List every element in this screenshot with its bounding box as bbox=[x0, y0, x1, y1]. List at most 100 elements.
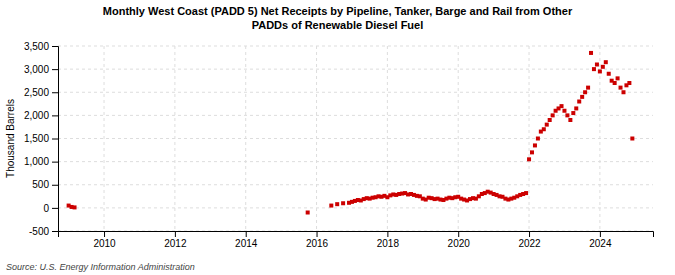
tick-mark bbox=[52, 46, 58, 47]
grid-line bbox=[104, 46, 105, 231]
tick-mark bbox=[52, 139, 58, 140]
grid-line bbox=[458, 46, 459, 231]
tick-label: 2018 bbox=[377, 238, 400, 249]
title-line: PADDs of Renewable Diesel Fuel bbox=[252, 19, 424, 31]
tick-label: 2016 bbox=[306, 238, 329, 249]
point bbox=[577, 100, 581, 104]
title: Monthly West Coast (PADD 5) Net Receipts… bbox=[103, 5, 573, 31]
grid-line bbox=[58, 69, 653, 70]
tick-mark bbox=[529, 231, 530, 237]
grid-line bbox=[58, 46, 653, 47]
grid-line bbox=[58, 184, 653, 185]
point bbox=[560, 104, 564, 108]
point bbox=[530, 150, 534, 154]
plot: 2010 2012 2014 2016 2018 2020 2022 2024 -500 0 500… bbox=[24, 41, 654, 249]
tick: 2010 bbox=[93, 231, 116, 249]
point bbox=[630, 137, 634, 141]
point bbox=[527, 157, 531, 161]
point bbox=[580, 95, 584, 99]
point bbox=[583, 90, 587, 94]
tick: 0 bbox=[43, 203, 58, 214]
point bbox=[73, 205, 77, 209]
point bbox=[542, 127, 546, 131]
tick-mark bbox=[52, 92, 58, 93]
point bbox=[533, 143, 537, 147]
tick: 2014 bbox=[235, 231, 258, 249]
grid-line bbox=[58, 138, 653, 139]
tick-label: 2012 bbox=[164, 238, 187, 249]
point bbox=[306, 211, 310, 215]
point bbox=[551, 113, 555, 117]
point bbox=[589, 51, 593, 55]
tick-label: 2024 bbox=[589, 238, 612, 249]
point bbox=[604, 60, 608, 64]
point bbox=[536, 137, 540, 141]
tick-label: 1,000 bbox=[24, 156, 49, 167]
title-line: Monthly West Coast (PADD 5) Net Receipts… bbox=[103, 5, 573, 17]
tick-mark bbox=[246, 231, 247, 237]
point bbox=[568, 118, 572, 122]
point bbox=[524, 191, 528, 195]
point bbox=[545, 123, 549, 127]
tick: 1,000 bbox=[24, 156, 58, 167]
tick-label: -500 bbox=[29, 226, 49, 237]
grid-line bbox=[599, 46, 600, 231]
tick-mark bbox=[52, 162, 58, 163]
point bbox=[595, 63, 599, 67]
tick-label: 0 bbox=[43, 203, 49, 214]
grid-line bbox=[58, 207, 653, 208]
point bbox=[329, 204, 333, 208]
tick-mark bbox=[52, 231, 58, 232]
axis-line bbox=[52, 47, 59, 232]
point bbox=[592, 67, 596, 71]
tick: 2022 bbox=[518, 231, 541, 249]
source: Source: U.S. Energy Information Administ… bbox=[6, 262, 195, 272]
tick-mark bbox=[104, 231, 105, 237]
point bbox=[562, 109, 566, 113]
tick-label: 2014 bbox=[235, 238, 258, 249]
tick-mark bbox=[52, 69, 58, 70]
grid-line bbox=[316, 46, 317, 231]
tick: 2020 bbox=[448, 231, 471, 249]
tick-label: 2,500 bbox=[24, 87, 49, 98]
point bbox=[627, 81, 631, 85]
tick: 3,500 bbox=[24, 41, 58, 52]
axis-line bbox=[59, 232, 654, 238]
tick: 1,500 bbox=[24, 133, 58, 144]
point bbox=[565, 113, 569, 117]
tick: 2012 bbox=[164, 231, 187, 249]
tick: 2018 bbox=[377, 231, 400, 249]
grid-line bbox=[245, 46, 246, 231]
point bbox=[341, 201, 345, 205]
grid-line bbox=[58, 161, 653, 162]
grid-line bbox=[58, 115, 653, 116]
tick-label: 3,500 bbox=[24, 41, 49, 52]
point bbox=[616, 76, 620, 80]
points bbox=[67, 51, 635, 215]
tick: 500 bbox=[32, 179, 58, 190]
tick-mark bbox=[600, 231, 601, 237]
tick-mark bbox=[387, 231, 388, 237]
point bbox=[335, 202, 339, 206]
y-axis-title: Thousand Barrels bbox=[5, 99, 16, 178]
tick: 2016 bbox=[306, 231, 329, 249]
point bbox=[548, 118, 552, 122]
point bbox=[607, 72, 611, 76]
point bbox=[574, 106, 578, 110]
grid bbox=[58, 46, 653, 231]
tick-label: 3,000 bbox=[24, 64, 49, 75]
y-axis: -50005001,0001,5002,0002,5003,0003,500 bbox=[24, 41, 59, 237]
point bbox=[621, 90, 625, 94]
point bbox=[598, 69, 602, 73]
tick-mark bbox=[458, 231, 459, 237]
tick-mark bbox=[52, 185, 58, 186]
tick-mark bbox=[52, 208, 58, 209]
chart: 2010 2012 2014 2016 2018 2020 2022 2024 -500 0 500… bbox=[0, 0, 675, 275]
grid-line bbox=[174, 46, 175, 231]
point bbox=[619, 86, 623, 90]
point bbox=[613, 81, 617, 85]
point bbox=[571, 111, 575, 115]
tick-label: 2020 bbox=[448, 238, 471, 249]
tick-mark bbox=[52, 115, 58, 116]
tick-mark bbox=[317, 231, 318, 237]
